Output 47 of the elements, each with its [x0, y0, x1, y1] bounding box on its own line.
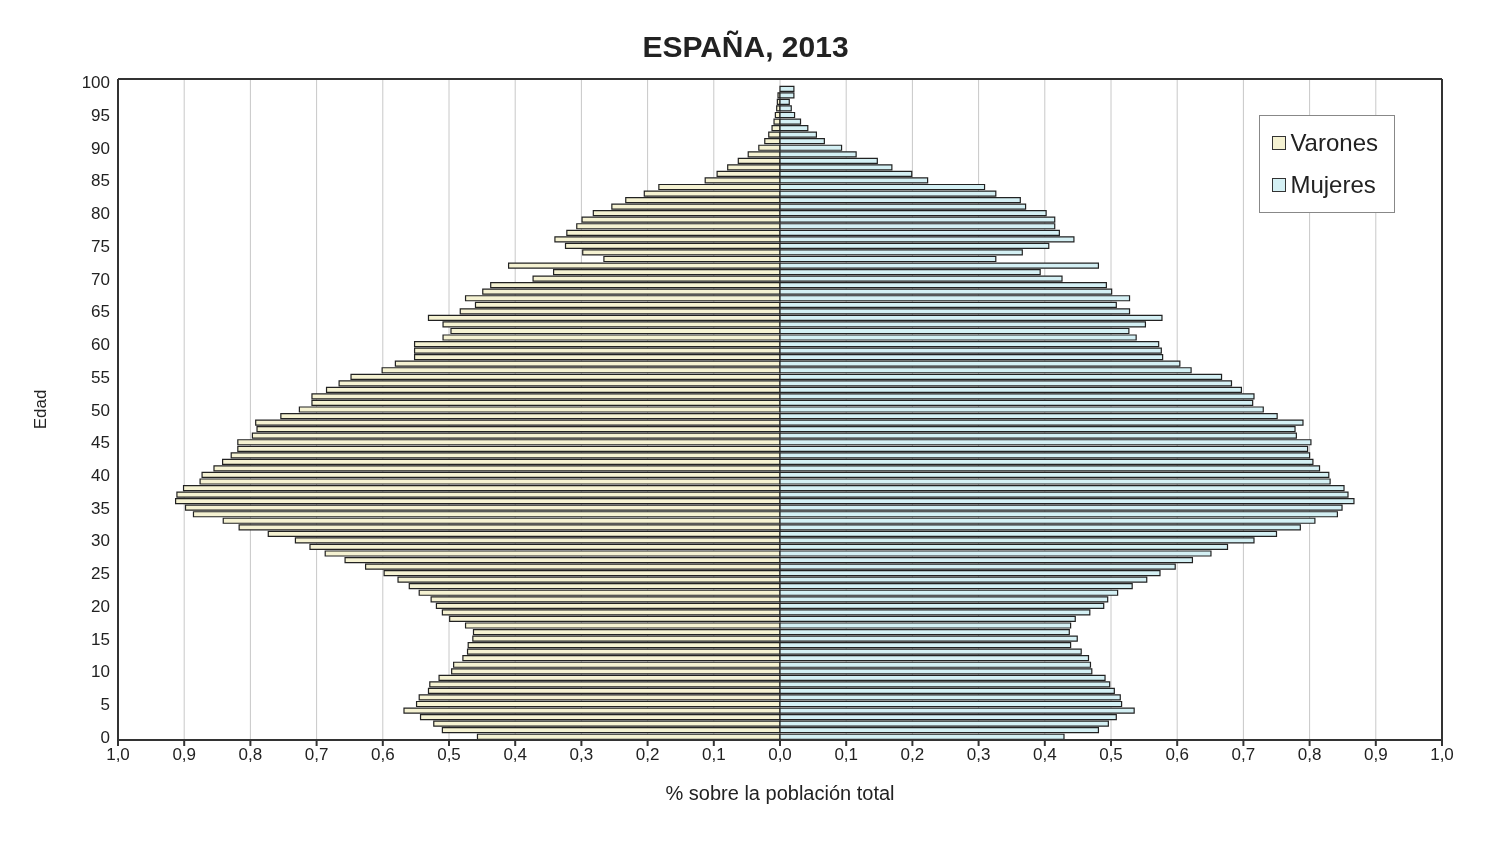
y-tick-label: 20	[91, 596, 110, 616]
x-tick-label: 0,3	[569, 745, 594, 765]
x-tick-label: 1,0	[1430, 745, 1454, 765]
y-tick-label: 70	[91, 269, 110, 289]
y-tick-label: 60	[91, 335, 110, 355]
y-tick-label: 90	[91, 138, 110, 158]
y-tick-label: 85	[91, 171, 110, 191]
x-tick-label: 0,4	[1032, 745, 1057, 765]
y-tick-label: 100	[81, 73, 110, 93]
x-tick-label: 0,9	[1363, 745, 1388, 765]
y-tick-label: 35	[91, 498, 110, 518]
y-tick-label: 45	[91, 433, 110, 453]
y-tick-label: 0	[100, 727, 110, 747]
legend-label: Mujeres	[1290, 171, 1376, 199]
x-tick-label: 0,1	[834, 745, 859, 765]
y-tick-label: 65	[91, 302, 110, 322]
y-tick-label: 5	[100, 695, 110, 715]
x-tick-label: 0,9	[172, 745, 197, 765]
y-tick-label: 25	[91, 564, 110, 584]
x-tick-label: 0,3	[966, 745, 991, 765]
x-tick-label: 0,8	[238, 745, 263, 765]
y-tick-label: 55	[91, 367, 110, 387]
y-tick-label: 80	[91, 204, 110, 224]
x-tick-label: 0,6	[1165, 745, 1190, 765]
chart-title: ESPAÑA, 2013	[641, 30, 850, 64]
y-tick-label: 95	[91, 106, 110, 126]
x-tick-label: 0,1	[701, 745, 726, 765]
x-tick-label: 0,2	[900, 745, 925, 765]
x-tick-label: 0,0	[768, 745, 792, 765]
x-tick-label: 0,7	[304, 745, 329, 765]
x-tick-label: 0,7	[1231, 745, 1256, 765]
y-tick-label: 75	[91, 236, 110, 256]
x-tick-label: 0,5	[1099, 745, 1123, 765]
y-tick-label: 15	[91, 629, 110, 649]
y-tick-label: 10	[91, 662, 110, 682]
x-tick-label: 0,8	[1297, 745, 1322, 765]
y-tick-label: 30	[91, 531, 110, 551]
x-tick-label: 0,5	[437, 745, 461, 765]
y-tick-label: 40	[91, 465, 110, 485]
x-tick-label: 0,4	[503, 745, 528, 765]
y-axis-title: Edad	[31, 389, 51, 430]
legend-label: Varones	[1290, 129, 1378, 157]
x-axis-title: % sobre la población total	[665, 782, 895, 804]
x-tick-label: 0,6	[370, 745, 395, 765]
y-tick-label: 50	[91, 400, 110, 420]
x-tick-label: 1,0	[106, 745, 130, 765]
x-tick-label: 0,2	[635, 745, 660, 765]
